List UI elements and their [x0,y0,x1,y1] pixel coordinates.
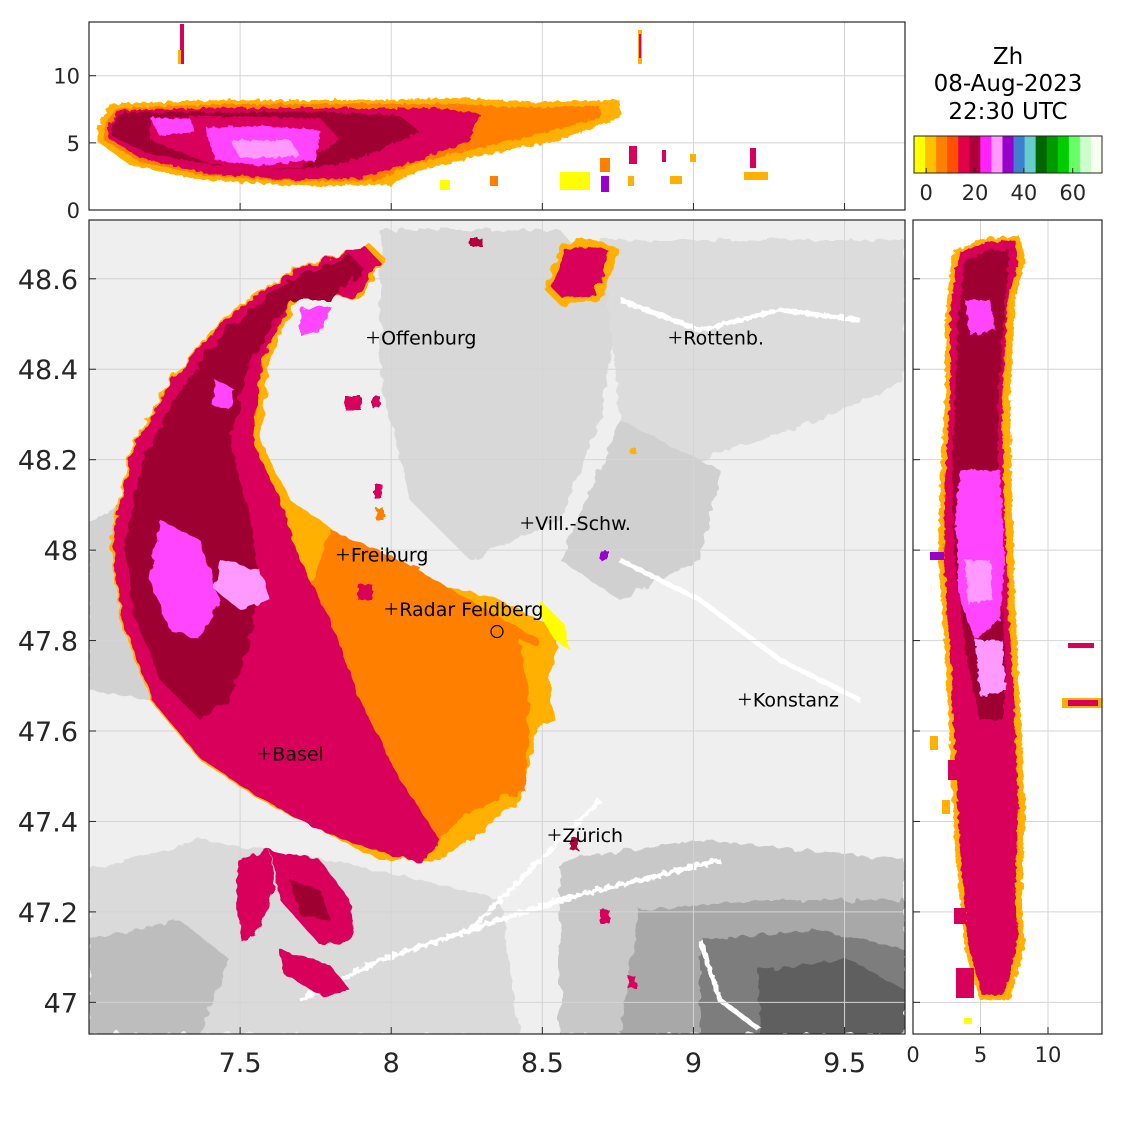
city-marker: Offenburg [367,328,477,350]
right-height-tick-label: 10 [1035,1043,1062,1067]
colorbar-swatch [958,136,970,173]
right-height-tick-label: 5 [974,1043,987,1067]
city-label: Offenburg [381,328,476,350]
colorbar-swatch [1090,136,1103,173]
city-marker: Vill.-Schw. [521,513,631,535]
city-marker: Zürich [548,825,623,847]
colorbar-swatch [1057,136,1070,173]
radar-location-marker [490,624,504,639]
city-label: Freiburg [351,545,429,567]
top-height-tick-label: 10 [53,65,80,89]
lon-tick-label: 9.5 [823,1048,866,1079]
right-height-tick-label: 0 [906,1043,919,1067]
city-label: Radar Feldberg [399,599,543,621]
right-panel-frame [912,219,1103,1035]
lat-tick-label: 47.2 [18,898,78,929]
city-label: Vill.-Schw. [535,513,631,535]
colorbar-swatch [947,136,959,173]
colorbar-swatch [969,136,981,173]
lat-tick-label: 48.2 [18,446,78,477]
colorbar-tick-label: 20 [962,181,989,205]
lat-tick-label: 47.4 [18,807,78,838]
right-panel-height-axis: 0 5 10 [906,1027,1061,1067]
colorbar-swatch [1013,136,1026,173]
longitude-axis: 7.5 8 8.5 9 9.5 [219,1027,866,1079]
top-profile-panel: 0 5 10 [53,21,906,223]
latitude-axis: 48.6 48.4 48.2 48 47.8 47.6 47.4 47.2 47 [18,265,96,1019]
lat-tick-label: 47.6 [18,717,78,748]
terrain-background [89,220,905,1034]
top-panel-lon-tick-marks [239,203,846,210]
colorbar-swatch [1002,136,1015,173]
lat-tick-label: 47 [44,988,78,1019]
lat-tick-label: 48.6 [18,265,78,296]
reflectivity-colorbar: 0 20 40 60 [913,135,1103,205]
city-marker: Freiburg [336,545,429,567]
colorbar-swatch [1024,136,1037,173]
lat-tick-label: 48.4 [18,355,78,386]
colorbar-swatch [1079,136,1092,173]
lon-tick-label: 7.5 [219,1048,262,1079]
colorbar-swatch [991,136,1003,173]
colorbar-tick-label: 0 [920,181,933,205]
time-title: 22:30 UTC [948,99,1067,125]
city-marker: Konstanz [738,689,839,711]
variable-title: Zh [993,44,1023,70]
colorbar-frame [913,135,1103,174]
top-profile-echo [98,24,768,192]
colorbar-swatch [1046,136,1059,173]
lat-tick-label: 48 [44,536,78,567]
reflectivity-field [110,238,636,995]
city-label: Zürich [562,825,623,847]
city-marker: Radar Feldberg [385,599,543,621]
right-profile-echo [930,236,1102,1024]
lat-tick-label: 47.8 [18,627,78,658]
top-panel-height-axis: 0 5 10 [53,65,96,223]
city-marker: Basel [258,744,324,766]
top-height-tick-label: 0 [67,199,80,223]
colorbar-swatch [980,136,992,173]
colorbar-swatch [1035,136,1048,173]
colorbar-tick-label: 60 [1059,181,1086,205]
lon-tick-label: 9 [685,1048,702,1079]
title-block: Zh 08-Aug-2023 22:30 UTC [934,44,1083,125]
main-map-frame [88,219,906,1035]
colorbar-swatch [1068,136,1081,173]
right-profile-panel: 0 5 10 [906,219,1103,1067]
colorbar-swatch [936,136,948,173]
lon-tick-label: 8 [383,1048,400,1079]
top-height-tick-label: 5 [67,132,80,156]
city-label: Rottenb. [683,328,764,350]
colorbar-swatch [925,136,937,173]
city-marker: Rottenb. [669,328,764,350]
city-label: Konstanz [753,689,839,711]
top-panel-frame [88,21,906,211]
colorbar-tick-label: 40 [1011,181,1038,205]
city-markers: Offenburg Rottenb. Vill.-Schw. Freiburg Rada… [258,328,839,847]
date-title: 08-Aug-2023 [934,71,1083,97]
lon-tick-label: 8.5 [521,1048,564,1079]
right-panel-lat-tick-marks [913,278,920,1003]
city-label: Basel [272,744,324,766]
colorbar-swatch [914,136,926,173]
main-map-panel: Offenburg Rottenb. Vill.-Schw. Freiburg Rada… [18,219,906,1079]
